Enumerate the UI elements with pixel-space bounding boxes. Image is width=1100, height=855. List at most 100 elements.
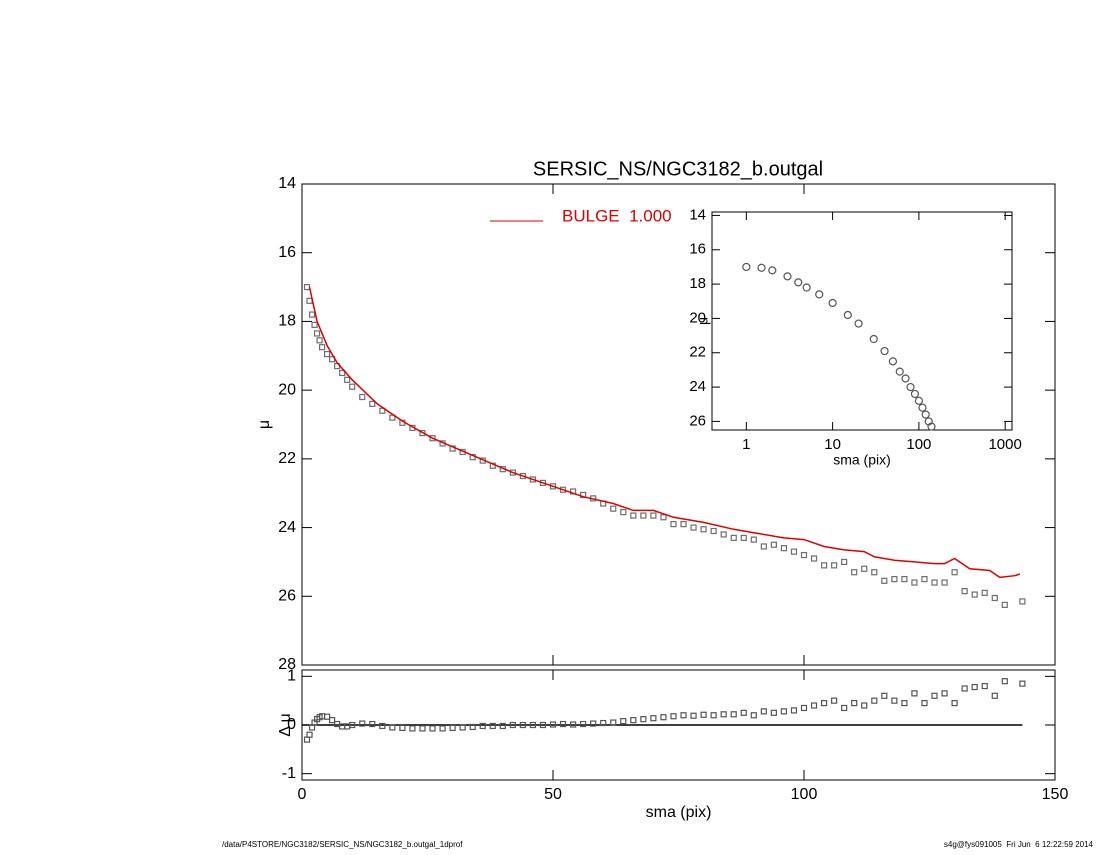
y-tick-label: -1 — [282, 765, 296, 782]
data-point — [961, 685, 968, 692]
data-point — [329, 717, 336, 724]
data-point — [379, 722, 386, 730]
data-point — [981, 589, 988, 596]
data-point — [469, 723, 476, 731]
x-tick-label: 100 — [906, 436, 931, 453]
data-point — [871, 569, 878, 576]
y-axis-label: μ — [256, 420, 273, 429]
data-point — [854, 319, 863, 328]
data-point — [539, 479, 547, 487]
data-point — [630, 717, 637, 724]
data-point — [590, 720, 597, 727]
y-axis-label: Δ μ — [277, 713, 294, 736]
y-tick-label: 22 — [689, 344, 706, 361]
data-point — [770, 541, 777, 548]
y-tick-label: 20 — [278, 381, 296, 398]
plot-frame — [301, 183, 1056, 666]
data-point — [313, 330, 321, 337]
data-point — [489, 722, 496, 730]
data-point — [730, 534, 737, 541]
data-point — [820, 562, 828, 569]
y-tick-label: 22 — [278, 450, 296, 467]
data-point — [600, 719, 607, 727]
y-tick-label: 24 — [689, 378, 706, 395]
data-point — [910, 389, 920, 399]
data-point — [610, 719, 617, 726]
data-point — [630, 512, 637, 519]
x-tick-label: 10 — [824, 436, 841, 453]
data-point — [757, 263, 766, 272]
y-tick-label: 28 — [278, 656, 296, 673]
data-point — [843, 310, 852, 320]
data-point — [750, 536, 757, 543]
data-point — [610, 505, 617, 512]
data-point — [730, 711, 737, 718]
data-point — [906, 382, 915, 392]
data-point — [409, 725, 416, 732]
data-point — [690, 524, 697, 531]
data-point — [871, 697, 878, 704]
data-point — [841, 558, 848, 566]
data-point — [389, 724, 396, 731]
data-point — [841, 704, 848, 712]
data-point — [831, 697, 838, 704]
y-tick-label: 18 — [278, 313, 296, 330]
data-point — [921, 699, 928, 707]
data-point — [851, 699, 858, 707]
data-point — [580, 720, 587, 728]
data-point — [650, 512, 657, 519]
data-point — [800, 551, 808, 559]
data-point — [449, 724, 456, 732]
data-point — [324, 350, 331, 358]
data-point — [971, 683, 978, 691]
data-point — [1019, 598, 1026, 605]
data-point — [895, 367, 904, 376]
x-tick-label: 50 — [544, 786, 562, 803]
data-point — [869, 334, 878, 344]
data-point — [419, 725, 426, 732]
data-point — [815, 290, 824, 299]
y-axis-label: μ — [695, 317, 711, 325]
chart-title: SERSIC_NS/NGC3182_b.outgal — [533, 158, 823, 180]
plot-frame — [711, 211, 1013, 431]
data-point — [439, 725, 446, 732]
data-point — [650, 715, 657, 722]
data-point — [349, 383, 356, 390]
data-point — [710, 527, 717, 535]
data-point — [318, 344, 326, 351]
data-point — [891, 576, 898, 583]
data-point — [690, 712, 697, 719]
data-point — [620, 509, 627, 516]
data-point — [559, 486, 567, 493]
data-point — [991, 692, 998, 699]
data-point — [680, 712, 687, 719]
data-point — [509, 721, 516, 729]
data-point — [931, 579, 938, 586]
data-point — [429, 435, 436, 442]
data-point — [306, 297, 313, 304]
data-point — [921, 410, 930, 419]
data-point — [499, 722, 506, 730]
data-point — [961, 588, 968, 595]
data-point — [660, 514, 667, 521]
footer-stamp: s4g@fys091005 Fri Jun 6 12:22:59 2014 — [944, 840, 1094, 849]
data-point — [802, 283, 811, 292]
data-point — [1019, 680, 1026, 687]
data-point — [316, 337, 323, 344]
x-axis-label: sma (pix) — [833, 452, 891, 468]
data-point — [620, 718, 627, 725]
data-point — [710, 712, 717, 719]
data-point — [770, 709, 777, 716]
data-point — [790, 707, 798, 714]
data-point — [1001, 678, 1008, 685]
data-point — [921, 576, 928, 583]
data-point — [888, 357, 898, 366]
data-point — [851, 569, 858, 576]
data-point — [670, 521, 677, 528]
data-point — [768, 266, 777, 275]
data-point — [820, 699, 828, 707]
data-point — [750, 712, 757, 719]
data-point — [308, 311, 316, 318]
data-point — [810, 555, 818, 562]
